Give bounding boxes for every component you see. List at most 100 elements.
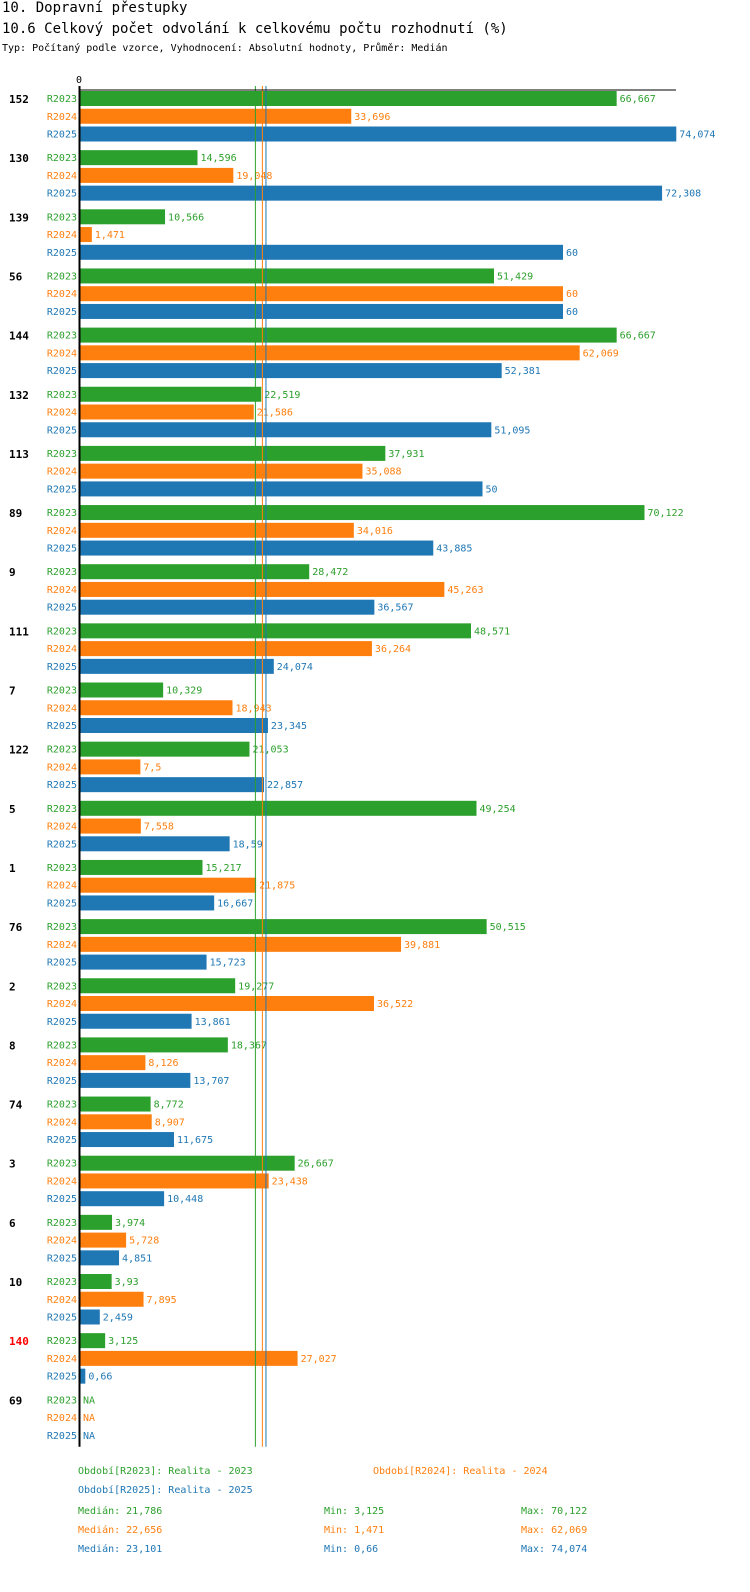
data-label: 50,515 [490,922,526,933]
series-label: R2025 [47,898,77,909]
bar [80,209,166,225]
category-label: 111 [9,625,29,638]
data-label: 21,875 [259,881,295,892]
bar [80,1368,86,1384]
series-label: R2024 [47,289,77,300]
x-tick-label: 0 [76,75,82,86]
data-label: 60 [566,289,578,300]
series-label: R2024 [47,526,77,537]
category-label: 1 [9,862,16,875]
data-label: 26,667 [298,1159,334,1170]
bar [80,682,164,698]
category-label: 10 [9,1276,22,1289]
max-2024: Max: 62,069 [521,1525,588,1536]
series-label: R2023 [47,922,77,933]
category-label: 144 [9,330,29,343]
data-label: 21,053 [252,745,288,756]
bar [80,599,375,615]
series-label: R2023 [47,331,77,342]
data-label: 23,438 [272,1176,308,1187]
data-label: 10,329 [166,686,202,697]
bar [80,1191,165,1207]
series-label: R2025 [47,1194,77,1205]
series-label: R2023 [47,508,77,519]
bar [80,327,617,343]
data-label: 2,459 [103,1313,133,1324]
data-label: 45,263 [447,585,483,596]
data-label: 36,522 [377,999,413,1010]
data-label: 3,125 [108,1336,138,1347]
series-label: R2025 [47,603,77,614]
data-label: 8,907 [155,1117,185,1128]
series-label: R2024 [47,644,77,655]
series-label: R2025 [47,1076,77,1087]
bar [80,150,198,166]
data-label: 10,448 [167,1194,203,1205]
category-label: 56 [9,270,23,283]
series-label: R2024 [47,1354,77,1365]
series-label: R2023 [47,567,77,578]
series-label: R2023 [47,449,77,460]
series-label: R2024 [47,348,77,359]
bar [80,386,262,402]
bar [80,741,250,757]
data-label: 74,074 [679,130,715,141]
data-label: 11,675 [177,1135,213,1146]
min-2023: Min: 3,125 [324,1506,385,1517]
bar [80,363,502,379]
data-label: 24,074 [277,662,313,673]
bar [80,1132,174,1148]
data-label: 15,723 [210,958,246,969]
data-label: NA [83,1395,95,1406]
series-label: R2023 [47,686,77,697]
series-label: R2025 [47,189,77,200]
category-label: 152 [9,93,29,106]
legend-period-2025: Období[R2025]: Realita - 2025 [78,1485,253,1496]
data-label: 48,571 [474,626,510,637]
bar [80,641,372,657]
bar [80,936,402,952]
bar [80,1173,269,1189]
series-label: R2023 [47,863,77,874]
chart-meta: Typ: Počítaný podle vzorce, Vyhodnocení:… [2,43,448,54]
bar [80,126,677,142]
data-label: 7,5 [143,762,161,773]
data-label: 70,122 [647,508,683,519]
data-label: 66,667 [620,331,656,342]
series-label: R2024 [47,881,77,892]
data-label: 28,472 [312,567,348,578]
category-label: 2 [9,980,16,993]
bar [80,1309,100,1325]
series-label: R2024 [47,171,77,182]
data-label: 43,885 [436,544,472,555]
data-label: 50 [486,484,498,495]
data-label: 5,728 [129,1236,159,1247]
bar [80,286,563,302]
data-label: 21,586 [257,408,293,419]
data-label: 7,558 [144,822,174,833]
data-label: 8,772 [154,1100,184,1111]
median-2025: Medián: 23,101 [78,1544,163,1555]
data-label: 14,596 [200,153,236,164]
bar [80,996,375,1011]
legend-period-2023: Období[R2023]: Realita - 2023 [78,1466,253,1477]
chart-title: 10.6 Celkový počet odvolání k celkovému … [2,21,508,37]
data-label: 23,345 [271,721,307,732]
series-label: R2024 [47,940,77,951]
data-label: 66,667 [620,94,656,105]
bar [80,404,254,420]
bar [80,481,483,497]
series-label: R2023 [47,1040,77,1051]
series-label: R2023 [47,390,77,401]
series-label: R2023 [47,1336,77,1347]
series-label: R2025 [47,248,77,259]
series-label: R2024 [47,585,77,596]
series-label: R2023 [47,1100,77,1111]
series-label: R2023 [47,1218,77,1229]
category-label: 7 [9,685,16,698]
series-label: R2023 [47,1395,77,1406]
bar [80,658,274,674]
series-label: R2025 [47,484,77,495]
data-label: 15,217 [205,863,241,874]
data-label: 37,931 [388,449,424,460]
